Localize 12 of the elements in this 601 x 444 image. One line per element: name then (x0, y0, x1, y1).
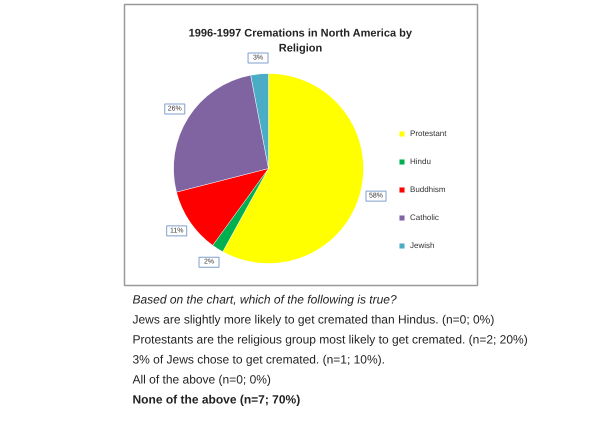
text: Jews are slightly more likely to get cremated than Hindus. (n=0; 0%) (132, 312, 494, 326)
text: Protestants are the religious group most likely to get cremated. (n=2; 20%) (132, 332, 528, 346)
legend-label: Catholic (410, 213, 439, 222)
legend-label: Hindu (410, 157, 431, 166)
text: Based on the chart, which of the following is true? (132, 292, 397, 306)
legend-label: Buddhism (410, 185, 446, 194)
chart-title: 1996-1997 Cremations in North America by Religion (188, 28, 413, 54)
text: All of the above (n=0; 0%) (132, 372, 271, 386)
text: None of the above (n=7; 70%) (132, 392, 300, 406)
legend-label: Protestant (410, 129, 446, 138)
text: 3% of Jews chose to get cremated. (n=1; 10%). (132, 352, 385, 366)
legend-label: Jewish (410, 241, 434, 250)
